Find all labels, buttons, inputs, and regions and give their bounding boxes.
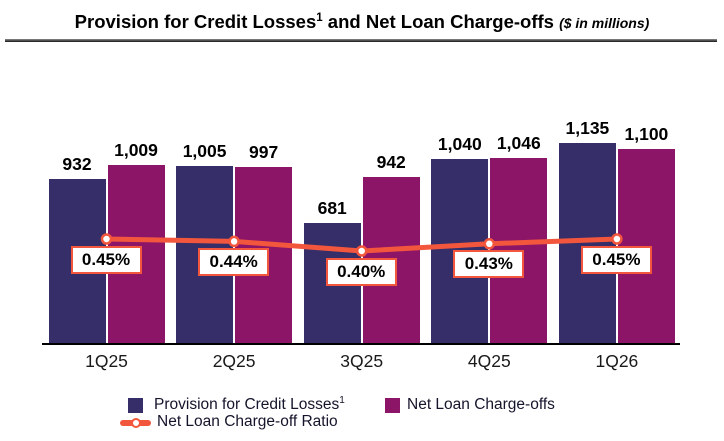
chart-title: Provision for Credit Losses1 and Net Loa… (0, 11, 724, 33)
x-axis-label-1q25: 1Q25 (85, 351, 128, 371)
ratio-value-box-4q25: 0.43% (453, 250, 525, 279)
legend-swatch-charge-offs (385, 398, 400, 413)
legend-label-ratio: Net Loan Charge-off Ratio (157, 413, 338, 430)
bar-value-label: 942 (376, 151, 406, 172)
ratio-value-box-1q26: 0.45% (580, 245, 652, 274)
bar-value-label: 681 (317, 197, 347, 218)
bar-value-label: 1,100 (624, 123, 669, 144)
x-axis-line (42, 343, 680, 345)
bar-provision-1q26 (558, 142, 616, 343)
chart-title-units-note: ($ in millions) (559, 15, 650, 31)
ratio-value-box-1q25: 0.45% (70, 245, 142, 274)
legend-label-provision-superscript: 1 (339, 394, 345, 406)
chart-title-rest: and Net Loan Charge-offs (322, 11, 560, 32)
bar-value-label: 1,009 (114, 139, 158, 160)
bar-value-label: 932 (62, 153, 92, 174)
bar-value-label: 1,040 (437, 134, 482, 155)
chart-title-text: Provision for Credit Losses (74, 11, 317, 32)
legend-line-marker-icon (120, 418, 151, 428)
ratio-value-box-2q25: 0.44% (198, 247, 270, 276)
title-divider (5, 39, 717, 42)
x-axis-label-3q25: 3Q25 (340, 351, 384, 371)
x-axis-label-1q26: 1Q26 (595, 351, 639, 371)
x-axis-label-4q25: 4Q25 (467, 351, 511, 371)
bar-value-label: 1,135 (565, 117, 610, 138)
legend-swatch-provision (128, 398, 143, 413)
bar-value-label: 1,046 (496, 133, 541, 154)
chart-title-superscript: 1 (316, 11, 323, 24)
bar-value-label: 1,005 (182, 140, 227, 161)
legend-label-provision: Provision for Credit Losses1 (154, 394, 345, 414)
legend-label-provision-text: Provision for Credit Losses (154, 396, 340, 413)
legend-circle-marker-icon (131, 418, 141, 428)
bar-value-label: 997 (248, 142, 279, 163)
x-axis-label-2q25: 2Q25 (212, 351, 256, 371)
legend-label-charge-offs: Net Loan Charge-offs (407, 396, 555, 413)
ratio-value-box-3q25: 0.40% (325, 257, 397, 286)
